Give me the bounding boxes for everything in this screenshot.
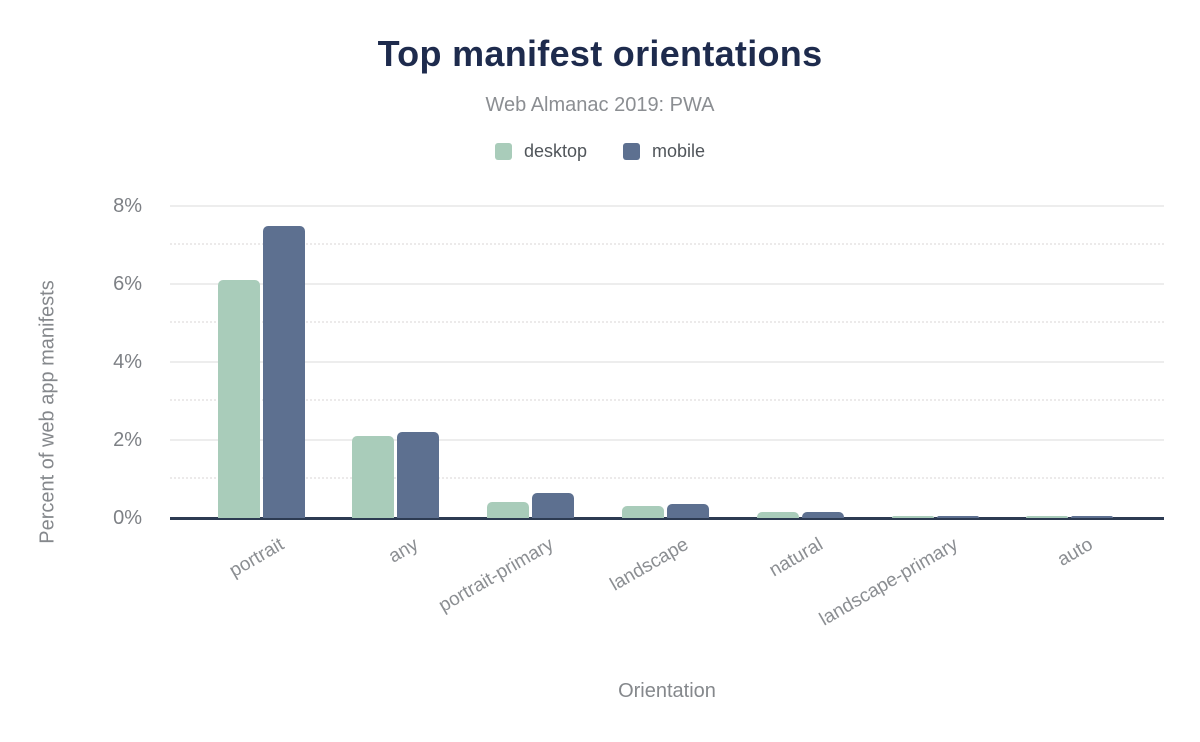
x-tick-label-portrait-primary: portrait-primary xyxy=(435,534,558,617)
bar-desktop-landscape-primary[interactable] xyxy=(891,516,934,518)
bar-mobile-auto[interactable] xyxy=(1071,516,1114,518)
legend-label-desktop: desktop xyxy=(523,141,587,161)
y-axis-tick-labels: 0% 2% 4% 6% 8% xyxy=(0,196,156,528)
gridline-8 xyxy=(170,205,1164,207)
bar-desktop-portrait[interactable] xyxy=(217,280,260,518)
gridline-minor-3 xyxy=(170,399,1164,401)
bar-mobile-landscape[interactable] xyxy=(666,504,709,518)
legend-swatch-desktop xyxy=(494,143,512,160)
legend-item-desktop: desktop xyxy=(494,141,587,162)
x-tick-label-landscape: landscape xyxy=(606,534,692,596)
gridline-2 xyxy=(170,439,1164,441)
legend: desktop mobile xyxy=(0,141,1200,162)
bar-mobile-landscape-primary[interactable] xyxy=(936,516,979,518)
bar-mobile-natural[interactable] xyxy=(801,512,844,518)
gridline-minor-1 xyxy=(170,477,1164,479)
x-tick-label-portrait: portrait xyxy=(225,534,288,582)
y-tick-label-0: 0% xyxy=(113,507,142,529)
x-tick-label-auto: auto xyxy=(1053,534,1097,571)
gridline-minor-7 xyxy=(170,243,1164,245)
y-tick-label-4: 4% xyxy=(113,351,142,373)
x-tick-label-natural: natural xyxy=(766,534,827,582)
x-axis-line xyxy=(170,517,1164,520)
bar-desktop-landscape[interactable] xyxy=(621,506,664,518)
bar-desktop-natural[interactable] xyxy=(756,512,799,518)
x-tick-label-any: any xyxy=(385,534,423,568)
y-tick-label-2: 2% xyxy=(113,429,142,451)
gridline-4 xyxy=(170,361,1164,363)
bar-desktop-any[interactable] xyxy=(352,436,395,518)
bar-mobile-portrait[interactable] xyxy=(262,225,305,518)
gridline-minor-5 xyxy=(170,321,1164,323)
bar-desktop-auto[interactable] xyxy=(1026,516,1069,518)
x-axis-title: Orientation xyxy=(618,680,716,702)
bar-mobile-any[interactable] xyxy=(397,432,440,518)
y-tick-label-8: 8% xyxy=(113,195,142,217)
legend-item-mobile: mobile xyxy=(623,141,705,162)
x-tick-label-landscape-primary: landscape-primary xyxy=(815,534,962,631)
chart-subtitle: Web Almanac 2019: PWA xyxy=(485,94,715,116)
bar-desktop-portrait-primary[interactable] xyxy=(487,502,530,518)
legend-swatch-mobile xyxy=(623,143,640,160)
plot-area: portrait any portrait-primary landscape natu… xyxy=(170,205,1164,630)
chart-title: Top manifest orientations xyxy=(377,33,823,74)
y-tick-label-6: 6% xyxy=(113,273,142,295)
bar-mobile-portrait-primary[interactable] xyxy=(532,492,575,518)
gridline-6 xyxy=(170,283,1164,285)
legend-label-mobile: mobile xyxy=(652,141,706,161)
